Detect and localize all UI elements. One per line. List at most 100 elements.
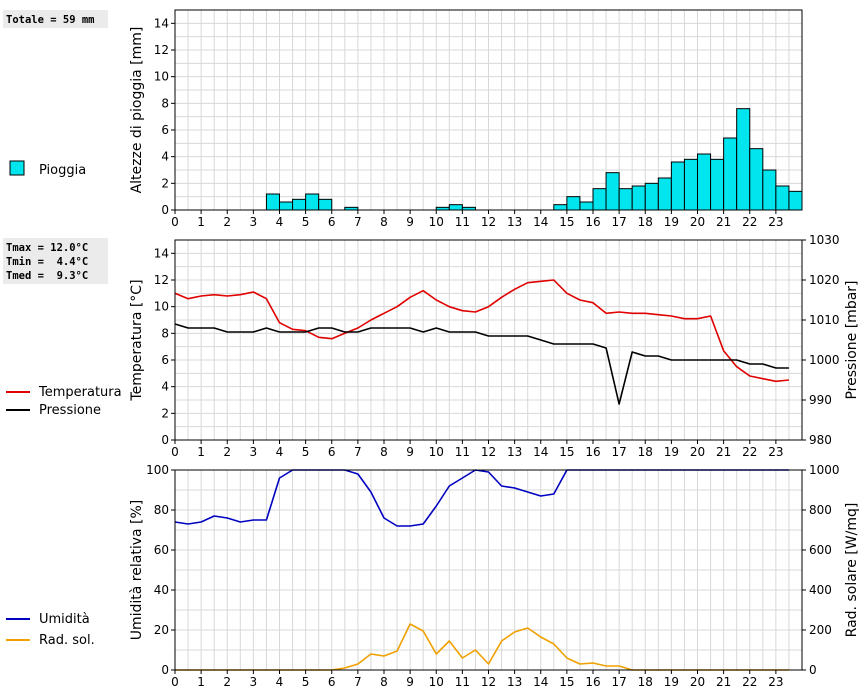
y-tick-label: 2 <box>161 406 169 420</box>
rain-bar <box>631 185 646 211</box>
rain-bar <box>749 148 764 211</box>
x-tick-label: 20 <box>690 445 705 459</box>
y-tick-label: 0 <box>161 433 169 447</box>
y-tick-label: 40 <box>154 583 169 597</box>
y-axis-label: Umidità relativa [%] <box>129 500 145 641</box>
rain-bar <box>553 204 568 211</box>
x-tick-label: 3 <box>250 445 258 459</box>
x-tick-label: 21 <box>716 675 731 689</box>
x-tick-label: 10 <box>429 445 444 459</box>
y-right-tick-label: 1030 <box>809 233 840 247</box>
y-right-tick-label: 800 <box>809 503 832 517</box>
rain-bar <box>775 185 790 211</box>
rain-bar <box>318 198 333 211</box>
y-right-tick-label: 1000 <box>809 463 840 477</box>
x-tick-label: 9 <box>406 675 414 689</box>
x-tick-label: 11 <box>455 215 470 229</box>
x-tick-label: 7 <box>354 215 362 229</box>
series-line-pressione <box>174 323 789 405</box>
info-box-line: Totale = 59 mm <box>6 14 95 26</box>
y-tick-label: 10 <box>154 300 169 314</box>
rain-bar <box>736 108 751 211</box>
x-tick-label: 22 <box>742 445 757 459</box>
x-tick-label: 17 <box>611 215 626 229</box>
x-tick-label: 9 <box>406 215 414 229</box>
x-tick-label: 13 <box>507 675 522 689</box>
x-tick-label: 22 <box>742 675 757 689</box>
x-tick-label: 14 <box>533 445 548 459</box>
x-tick-label: 15 <box>559 675 574 689</box>
y-tick-label: 14 <box>154 16 169 30</box>
rain-bar <box>579 201 594 211</box>
x-tick-label: 12 <box>481 675 496 689</box>
x-tick-label: 6 <box>328 445 336 459</box>
x-tick-label: 5 <box>302 445 310 459</box>
x-tick-label: 23 <box>768 445 783 459</box>
rain-bar <box>305 193 320 211</box>
y-tick-label: 2 <box>161 176 169 190</box>
x-tick-label: 16 <box>585 445 600 459</box>
x-tick-label: 7 <box>354 445 362 459</box>
x-tick-label: 15 <box>559 215 574 229</box>
legend-label: Pioggia <box>39 163 86 178</box>
y-tick-label: 0 <box>161 203 169 217</box>
x-tick-label: 18 <box>638 215 653 229</box>
rain-bar <box>683 158 698 211</box>
y-tick-label: 10 <box>154 70 169 84</box>
x-tick-label: 14 <box>533 675 548 689</box>
y-right-tick-label: 1010 <box>809 313 840 327</box>
x-tick-label: 2 <box>223 675 231 689</box>
x-tick-label: 17 <box>611 675 626 689</box>
x-tick-label: 4 <box>276 675 284 689</box>
y-right-tick-label: 400 <box>809 583 832 597</box>
y-tick-label: 60 <box>154 543 169 557</box>
x-tick-label: 3 <box>250 215 258 229</box>
y-tick-label: 4 <box>161 380 169 394</box>
rain-bar <box>292 198 307 211</box>
y-tick-label: 8 <box>161 96 169 110</box>
x-tick-label: 10 <box>429 215 444 229</box>
y-right-tick-label: 0 <box>809 663 817 677</box>
x-tick-label: 22 <box>742 215 757 229</box>
x-tick-label: 5 <box>302 675 310 689</box>
x-tick-label: 1 <box>197 215 205 229</box>
x-tick-label: 9 <box>406 445 414 459</box>
rain-bar <box>618 188 633 211</box>
x-tick-label: 17 <box>611 445 626 459</box>
x-tick-label: 12 <box>481 215 496 229</box>
x-tick-label: 8 <box>380 675 388 689</box>
x-tick-label: 4 <box>276 215 284 229</box>
rain-bar <box>592 188 607 211</box>
rain-bar <box>762 169 777 211</box>
x-tick-label: 3 <box>250 675 258 689</box>
x-tick-label: 6 <box>328 215 336 229</box>
x-tick-label: 2 <box>223 445 231 459</box>
x-tick-label: 4 <box>276 445 284 459</box>
x-tick-label: 19 <box>664 445 679 459</box>
legend-label: Rad. sol. <box>39 633 95 648</box>
rain-bar <box>697 153 712 211</box>
y-tick-label: 4 <box>161 150 169 164</box>
x-tick-label: 18 <box>638 675 653 689</box>
legend-label: Pressione <box>39 403 101 418</box>
series-line-temperatura <box>174 279 789 383</box>
x-tick-label: 1 <box>197 445 205 459</box>
y-right-tick-label: 990 <box>809 393 832 407</box>
x-tick-label: 18 <box>638 445 653 459</box>
y-tick-label: 6 <box>161 123 169 137</box>
x-tick-label: 0 <box>171 215 179 229</box>
x-tick-label: 15 <box>559 445 574 459</box>
y-tick-label: 100 <box>146 463 169 477</box>
rain-bar <box>448 204 463 211</box>
info-box-line: Tmed = 9.3°C <box>6 270 88 282</box>
x-tick-label: 21 <box>716 215 731 229</box>
x-tick-label: 16 <box>585 675 600 689</box>
x-tick-label: 0 <box>171 675 179 689</box>
y-axis-label: Temperatura [°C] <box>129 279 145 401</box>
x-tick-label: 19 <box>664 675 679 689</box>
y-tick-label: 20 <box>154 623 169 637</box>
x-tick-label: 2 <box>223 215 231 229</box>
legend-label: Temperatura <box>38 385 122 400</box>
